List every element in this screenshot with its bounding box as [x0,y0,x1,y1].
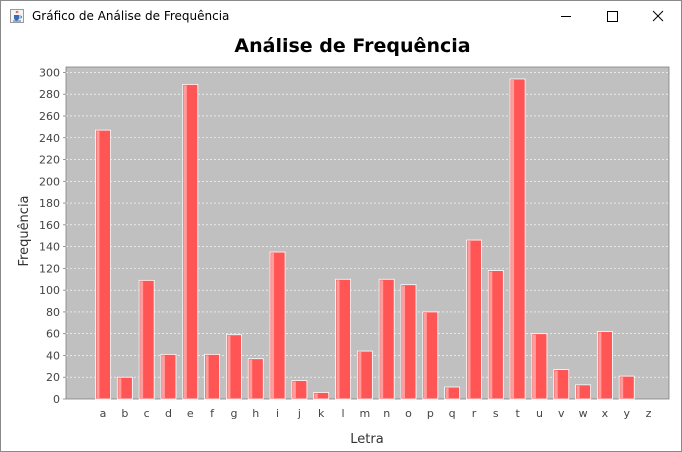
y-tick-label: 300 [39,66,60,79]
bar-highlight-j [292,381,296,399]
y-tick-label: 60 [46,328,60,341]
x-tick-label-n: n [383,407,390,420]
x-tick-label-o: o [405,407,412,420]
y-tick-label: 240 [39,132,60,145]
x-tick-label-p: p [427,407,434,420]
close-icon [652,10,664,22]
x-tick-label-g: g [230,407,237,420]
x-tick-label-k: k [318,407,325,420]
bar-highlight-q [445,388,449,399]
bar-q [444,386,461,400]
bar-highlight-s [489,271,493,399]
x-tick-label-r: r [472,407,477,420]
x-tick-label-a: a [100,407,107,420]
bar-highlight-g [227,335,231,399]
x-tick-label-e: e [187,407,194,420]
title-bar[interactable]: Gráfico de Análise de Frequência [1,1,681,31]
x-tick-label-s: s [493,407,499,420]
close-button[interactable] [635,1,681,31]
x-tick-label-t: t [515,407,520,420]
x-tick-label-q: q [449,407,456,420]
y-tick-label: 0 [53,393,60,406]
x-axis-label: Letra [350,432,383,447]
y-tick-label: 100 [39,284,60,297]
bar-highlight-n [380,280,384,399]
bar-highlight-b [118,378,122,399]
bar-highlight-f [205,355,209,399]
chart-title: Análise de Frequência [234,35,470,57]
y-tick-label: 80 [46,306,60,319]
y-tick-label: 180 [39,197,60,210]
bar-highlight-y [620,377,624,399]
bar-chart: Análise de Frequência 0 20 40 60 80 100 120 140 1… [17,35,670,447]
y-tick-label: 20 [46,371,60,384]
bar-highlight-e [183,85,187,400]
y-tick-label: 200 [39,175,60,188]
x-tick-label-d: d [165,407,172,420]
x-tick-label-h: h [252,407,259,420]
bar-highlight-x [598,332,602,399]
x-tick-label-f: f [210,407,215,420]
x-tick-label-u: u [536,407,543,420]
bar-k [313,392,330,400]
y-tick-label: 260 [39,110,60,123]
y-tick-label: 140 [39,241,60,254]
y-tick-label: 160 [39,219,60,232]
x-tick-label-y: y [623,407,630,420]
x-tick-label-w: w [579,407,588,420]
bar-highlight-u [532,334,536,399]
x-tick-label-c: c [144,407,150,420]
bar-highlight-c [140,281,144,399]
x-tick-label-v: v [558,407,565,420]
x-tick-label-z: z [646,407,652,420]
x-tick-label-b: b [121,407,128,420]
bar-highlight-o [402,285,406,399]
bar-highlight-t [511,79,515,400]
x-tick-label-l: l [342,407,345,420]
plot-area [65,66,670,400]
bar-highlight-a [96,131,100,399]
maximize-icon [607,11,618,22]
y-tick-label: 40 [46,349,60,362]
maximize-button[interactable] [589,1,635,31]
x-tick-label-m: m [360,407,371,420]
bar-highlight-l [336,280,340,399]
window-title: Gráfico de Análise de Frequência [32,9,230,23]
bar-highlight-v [554,370,558,399]
bar-highlight-h [249,359,253,399]
bar-highlight-d [161,355,165,399]
bar-highlight-p [423,312,427,399]
y-axis-label: Frequência [17,195,32,266]
y-tick-label: 280 [39,88,60,101]
bar-highlight-m [358,352,362,399]
y-tick-label: 120 [39,262,60,275]
bar-highlight-r [467,241,471,399]
x-tick-label-x: x [602,407,609,420]
minimize-button[interactable] [543,1,589,31]
x-tick-label-i: i [276,407,279,420]
x-tick-label-j: j [297,407,301,420]
y-tick-label: 220 [39,154,60,167]
java-cup-icon [10,9,24,23]
bar-highlight-w [576,385,580,399]
bar-highlight-k [314,393,318,399]
bar-highlight-i [271,253,275,399]
chart-panel: Análise de Frequência 0 20 40 60 80 100 120 140 1… [1,31,681,451]
minimize-icon [561,16,571,17]
